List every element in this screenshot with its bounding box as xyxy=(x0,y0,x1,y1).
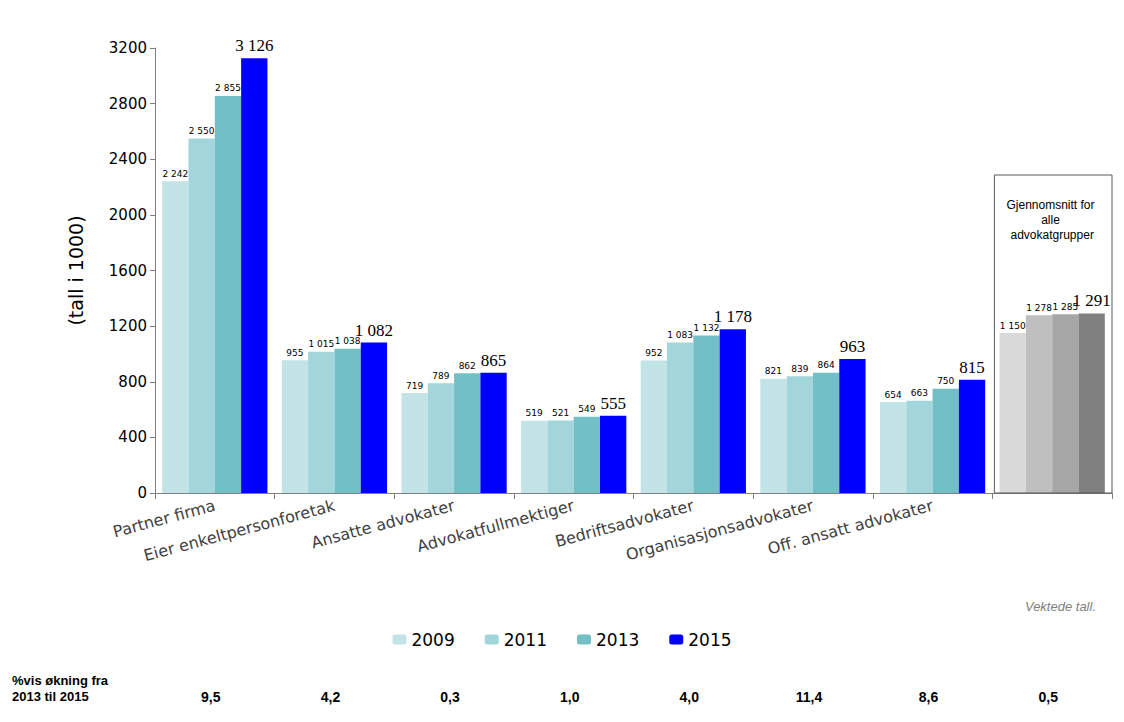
svg-text:2 855: 2 855 xyxy=(215,83,241,93)
svg-text:952: 952 xyxy=(645,348,662,358)
svg-text:521: 521 xyxy=(552,408,569,418)
svg-text:11,4: 11,4 xyxy=(796,689,823,705)
svg-text:1 082: 1 082 xyxy=(355,321,393,340)
svg-text:Partner firma: Partner firma xyxy=(110,495,218,542)
svg-text:1,0: 1,0 xyxy=(560,689,580,705)
svg-text:4,2: 4,2 xyxy=(321,689,341,705)
svg-text:Eier enkeltpersonforetak: Eier enkeltpersonforetak xyxy=(142,496,338,566)
svg-text:2015: 2015 xyxy=(688,630,731,650)
svg-text:1600: 1600 xyxy=(109,262,147,280)
svg-text:1 178: 1 178 xyxy=(714,307,752,326)
svg-text:1 150: 1 150 xyxy=(1000,321,1026,331)
svg-text:963: 963 xyxy=(840,337,866,356)
svg-text:1 038: 1 038 xyxy=(334,336,361,347)
svg-text:2011: 2011 xyxy=(504,630,547,650)
svg-text:654: 654 xyxy=(884,390,901,400)
svg-text:9,5: 9,5 xyxy=(201,689,221,705)
svg-text:(tall i 1000): (tall i 1000) xyxy=(65,215,87,325)
svg-text:719: 719 xyxy=(406,381,423,391)
svg-text:1200: 1200 xyxy=(109,317,147,335)
svg-text:864: 864 xyxy=(818,360,835,370)
svg-text:750: 750 xyxy=(937,376,954,386)
svg-text:Ansatte advokater: Ansatte advokater xyxy=(309,495,457,553)
svg-text:2013: 2013 xyxy=(596,630,639,650)
svg-text:1 132: 1 132 xyxy=(693,323,720,334)
svg-text:Advokatfullmektiger: Advokatfullmektiger xyxy=(415,496,577,556)
svg-text:3200: 3200 xyxy=(109,39,147,57)
svg-text:1 285: 1 285 xyxy=(1052,301,1079,312)
svg-text:2800: 2800 xyxy=(109,95,147,113)
svg-text:Organisasjonsadvokater: Organisasjonsadvokater xyxy=(624,496,816,565)
svg-text:839: 839 xyxy=(791,364,808,374)
svg-text:0: 0 xyxy=(137,484,147,502)
svg-text:800: 800 xyxy=(118,373,147,391)
svg-text:862: 862 xyxy=(459,361,476,371)
svg-text:%vis økning fra: %vis økning fra xyxy=(12,673,112,688)
svg-text:400: 400 xyxy=(118,428,147,446)
svg-text:Gjennomsnitt for: Gjennomsnitt for xyxy=(1007,198,1098,212)
svg-text:2400: 2400 xyxy=(109,150,147,168)
svg-text:1 015: 1 015 xyxy=(308,339,334,349)
svg-text:alle: alle xyxy=(1041,213,1063,227)
svg-text:2013 til 2015: 2013 til 2015 xyxy=(12,689,89,704)
svg-text:0,5: 0,5 xyxy=(1038,689,1058,705)
svg-text:815: 815 xyxy=(959,358,985,377)
svg-text:Vektede tall.: Vektede tall. xyxy=(1025,599,1096,614)
svg-text:865: 865 xyxy=(481,351,507,370)
svg-text:1 278: 1 278 xyxy=(1026,303,1052,313)
svg-text:2009: 2009 xyxy=(411,630,454,650)
svg-text:955: 955 xyxy=(286,348,303,358)
svg-text:2 550: 2 550 xyxy=(189,126,215,136)
svg-text:4,0: 4,0 xyxy=(680,689,700,705)
svg-text:Off. ansatt advokater: Off. ansatt advokater xyxy=(766,496,936,559)
svg-text:0,3: 0,3 xyxy=(440,689,460,705)
svg-text:663: 663 xyxy=(911,388,928,398)
svg-text:519: 519 xyxy=(526,408,543,418)
svg-text:821: 821 xyxy=(765,366,782,376)
svg-text:1 083: 1 083 xyxy=(667,330,693,340)
svg-text:2000: 2000 xyxy=(109,206,147,224)
svg-text:advokatgrupper: advokatgrupper xyxy=(1010,228,1093,242)
svg-text:Bedriftsadvokater: Bedriftsadvokater xyxy=(553,495,696,552)
svg-text:789: 789 xyxy=(432,371,449,381)
svg-text:549: 549 xyxy=(578,404,595,414)
svg-text:2 242: 2 242 xyxy=(162,169,188,179)
svg-text:1 291: 1 291 xyxy=(1073,291,1111,310)
svg-text:555: 555 xyxy=(600,394,626,413)
svg-text:3 126: 3 126 xyxy=(235,36,273,55)
svg-text:8,6: 8,6 xyxy=(919,689,939,705)
